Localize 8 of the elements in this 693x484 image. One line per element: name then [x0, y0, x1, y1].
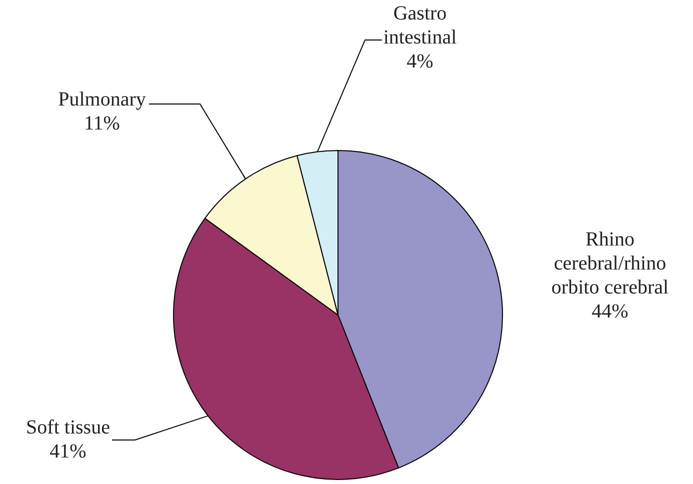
data-label: 4% — [406, 50, 434, 72]
slice-label: Gastro intestinal — [383, 2, 458, 48]
slice-label: Soft tissue — [26, 416, 110, 438]
slice-label: Rhino cerebral/rhino orbito cerebral — [551, 228, 670, 298]
data-label: 11% — [84, 112, 120, 134]
data-label: 44% — [592, 300, 628, 322]
slice-label: Pulmonary — [58, 88, 146, 110]
data-label: 41% — [50, 440, 86, 462]
